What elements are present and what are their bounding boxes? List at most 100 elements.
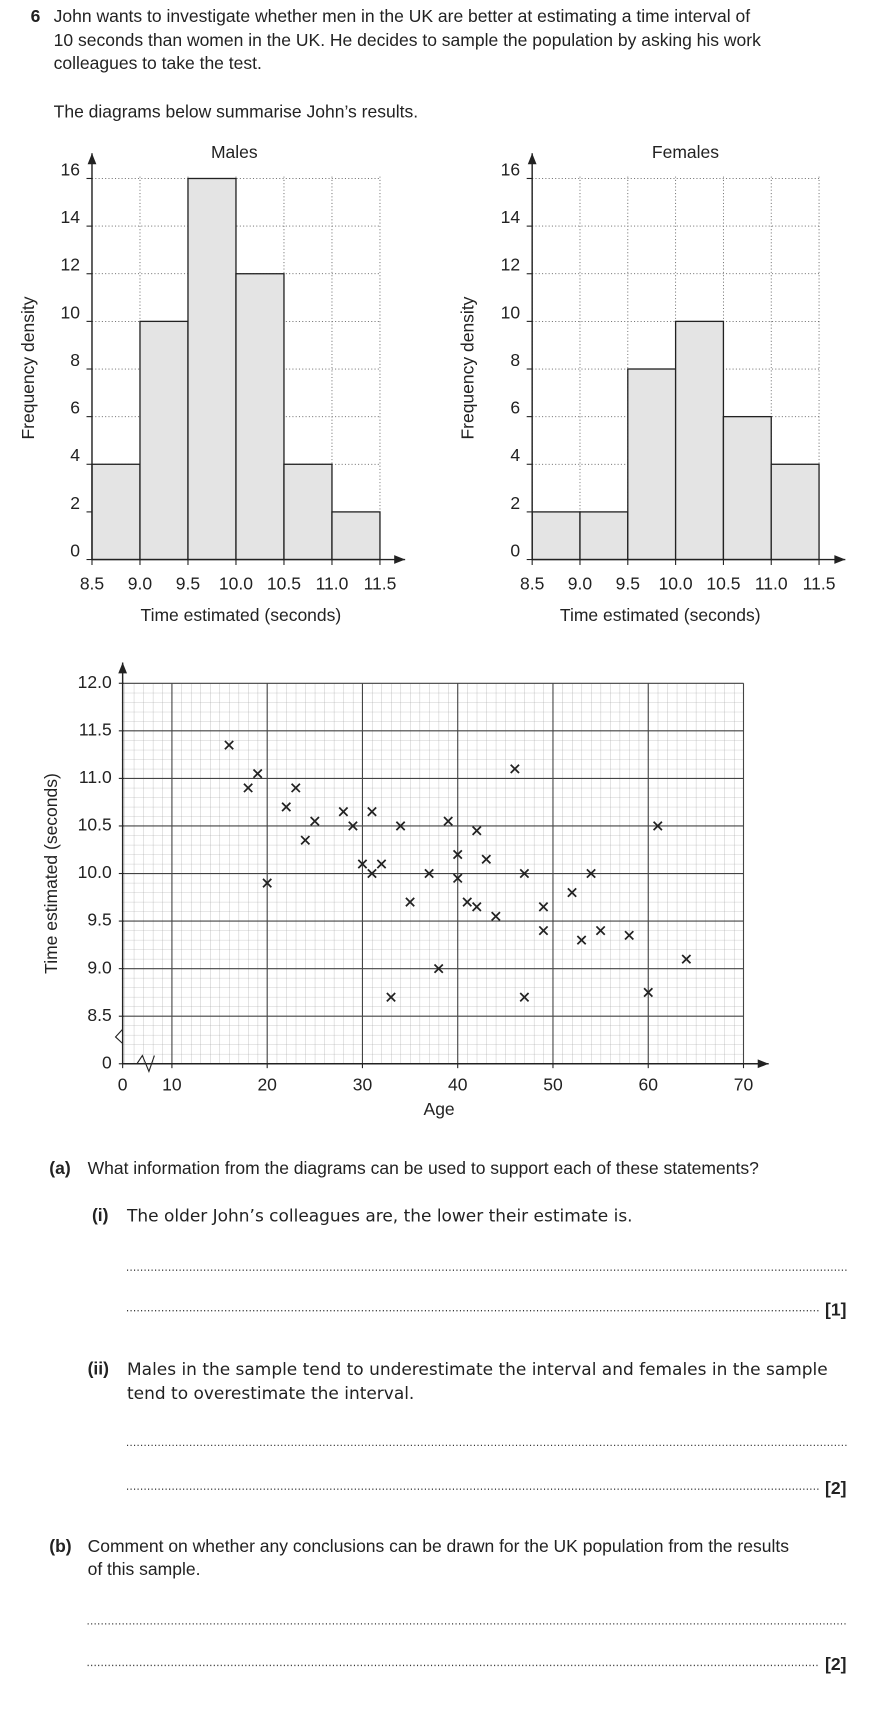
- arrow-head: [394, 555, 406, 564]
- lead: The diagrams below summarise John’s resu…: [54, 101, 418, 121]
- data-point: [538, 925, 549, 936]
- x-tick-label: 11.5: [803, 573, 836, 593]
- bar: [91, 463, 141, 561]
- y-tick-label: 0: [102, 1052, 112, 1072]
- data-point: [386, 992, 396, 1002]
- data-point: [471, 825, 482, 836]
- arrow-head: [527, 153, 537, 165]
- marks: [2]: [825, 1478, 846, 1498]
- bar: [331, 511, 381, 561]
- y-tick-label: 9.5: [87, 910, 111, 930]
- x-tick-label: 11.0: [755, 573, 788, 593]
- data-point: [462, 897, 473, 907]
- data-point: [471, 902, 482, 912]
- bar: [722, 415, 772, 561]
- marks: [1]: [825, 1299, 846, 1319]
- intro-line: John wants to investigate whether men in…: [54, 6, 751, 26]
- data-point: [405, 897, 415, 907]
- part-label: (ii): [88, 1358, 109, 1378]
- x-tick-label: 30: [353, 1074, 373, 1094]
- y-tick-label: 10.5: [78, 815, 112, 835]
- y-tick-label: 10: [60, 302, 80, 322]
- data-point: [424, 868, 434, 879]
- data-point: [491, 911, 501, 922]
- y-axis-label: Frequency density: [18, 296, 38, 439]
- x-tick-label: 9.5: [176, 573, 200, 593]
- data-point: [262, 878, 272, 888]
- x-tick-label: 8.5: [80, 573, 104, 593]
- data-point: [586, 868, 596, 879]
- chart-title: Females: [652, 142, 719, 162]
- data-point: [281, 802, 292, 812]
- data-point: [290, 783, 301, 793]
- bar: [283, 463, 333, 561]
- data-point: [452, 873, 463, 884]
- y-tick-label: 8: [70, 350, 80, 370]
- data-point: [433, 963, 444, 974]
- y-tick-label: 6: [70, 398, 80, 418]
- data-point: [595, 925, 606, 936]
- y-tick-label: 8: [510, 350, 520, 370]
- x-tick-label: 10.0: [219, 573, 253, 593]
- data-point: [367, 868, 377, 879]
- x-tick-label: 20: [257, 1074, 277, 1094]
- data-point: [376, 859, 387, 869]
- x-tick-label: 9.0: [128, 573, 153, 593]
- y-tick-label: 0: [510, 540, 520, 560]
- chart-title: Males: [211, 142, 258, 162]
- y-tick-label: 12.0: [78, 672, 112, 692]
- y-tick-label: 16: [501, 159, 520, 179]
- data-point: [443, 816, 453, 826]
- data-point: [252, 768, 263, 779]
- statement: The older John’s colleagues are, the low…: [126, 1207, 633, 1227]
- x-axis-label: Time estimated (seconds): [141, 605, 342, 625]
- data-point: [338, 806, 349, 817]
- x-tick-label: 10.5: [267, 573, 301, 593]
- part-label: (i): [92, 1205, 109, 1225]
- y-tick-label: 12: [501, 255, 520, 275]
- y-tick-label: 11.0: [79, 767, 112, 787]
- arrow-head: [834, 555, 846, 564]
- x-tick-label: 10.5: [706, 573, 740, 593]
- x-tick-label: 70: [734, 1074, 754, 1094]
- y-tick-label: 14: [501, 207, 521, 227]
- data-point: [224, 740, 234, 750]
- x-tick-label: 10: [162, 1074, 182, 1094]
- bar: [139, 320, 189, 561]
- data-point: [367, 806, 377, 817]
- arrow-head: [87, 153, 97, 165]
- y-tick-label: 4: [510, 445, 520, 465]
- y-tick-label: 10: [501, 302, 521, 322]
- y-tick-label: 0: [70, 540, 80, 560]
- x-axis-label: Time estimated (seconds): [560, 605, 761, 625]
- data-point: [348, 821, 358, 831]
- y-tick-label: 10.0: [78, 862, 112, 882]
- bar: [187, 177, 237, 561]
- data-point: [395, 821, 406, 831]
- x-tick-label: 8.5: [520, 573, 544, 593]
- data-point: [300, 835, 311, 846]
- statement: Males in the sample tend to underestimat…: [127, 1360, 828, 1380]
- x-tick-label: 50: [543, 1074, 563, 1094]
- arrow-head: [118, 662, 128, 674]
- data-point: [567, 887, 577, 898]
- part-text: Comment on whether any conclusions can b…: [88, 1536, 790, 1556]
- data-point: [643, 987, 654, 998]
- data-point: [652, 821, 663, 831]
- y-tick-label: 4: [70, 445, 80, 465]
- arrow-head: [757, 1059, 769, 1069]
- data-point: [519, 992, 530, 1002]
- y-tick-label: 6: [510, 398, 520, 418]
- part-text: What information from the diagrams can b…: [88, 1158, 759, 1178]
- data-point: [243, 783, 253, 793]
- x-tick-label: 40: [448, 1074, 468, 1094]
- y-tick-label: 2: [510, 493, 520, 513]
- data-point: [538, 902, 549, 912]
- data-point: [681, 954, 692, 964]
- intro-line: colleagues to take the test.: [54, 53, 262, 73]
- data-point: [576, 935, 587, 945]
- y-tick-label: 8.5: [87, 1005, 111, 1025]
- bar: [579, 511, 629, 561]
- part-label: (b): [49, 1536, 71, 1556]
